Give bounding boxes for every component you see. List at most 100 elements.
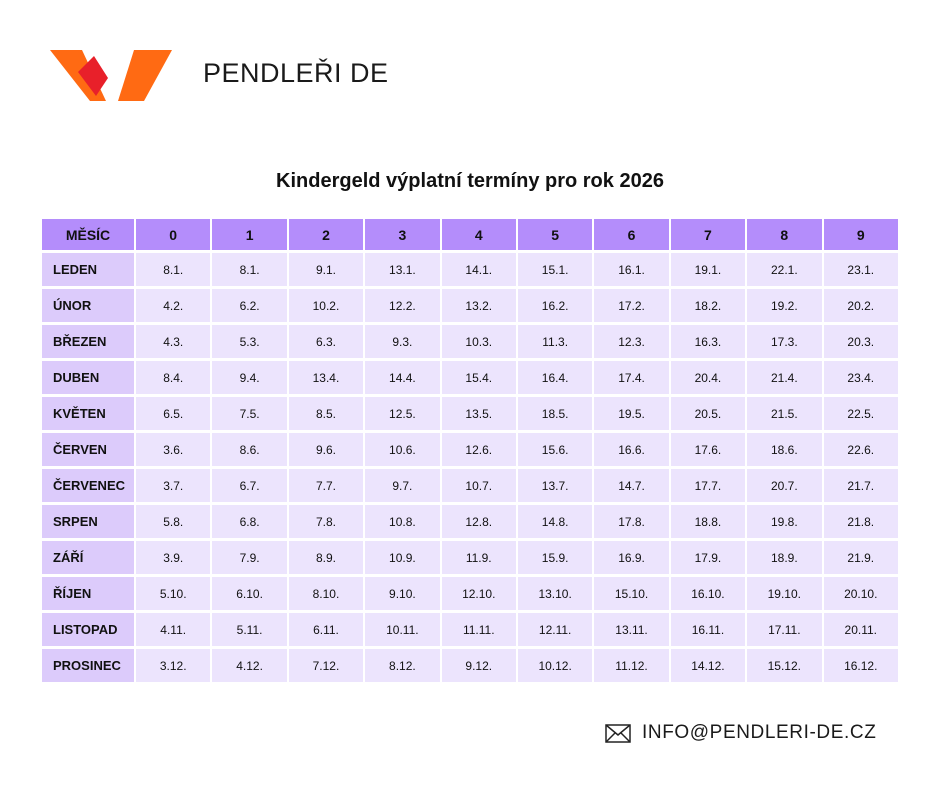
date-cell: 17.3. xyxy=(747,325,822,358)
header-cell: MĚSÍC xyxy=(42,219,134,250)
date-cell: 20.7. xyxy=(747,469,822,502)
month-cell: BŘEZEN xyxy=(42,325,134,358)
date-cell: 6.5. xyxy=(136,397,211,430)
date-cell: 4.12. xyxy=(212,649,287,682)
date-cell: 8.9. xyxy=(288,541,364,574)
header-cell: 6 xyxy=(594,219,669,250)
date-cell: 9.3. xyxy=(365,325,440,358)
date-cell: 9.4. xyxy=(212,361,287,394)
table-row: SRPEN 5.8. 6.8. 7.8. 10.8. 12.8. 14.8. 17.8. 18.… xyxy=(42,505,898,538)
date-cell: 8.1. xyxy=(212,253,287,286)
date-cell: 22.1. xyxy=(747,253,822,286)
date-cell: 7.5. xyxy=(212,397,287,430)
date-cell: 9.1. xyxy=(288,253,364,286)
table-row: KVĚTEN 6.5. 7.5. 8.5. 12.5. 13.5. 18.5. 19.5. 20… xyxy=(42,397,898,430)
date-cell: 15.4. xyxy=(441,361,516,394)
date-cell: 16.1. xyxy=(594,253,669,286)
date-cell: 5.11. xyxy=(212,613,287,646)
date-cell: 11.3. xyxy=(517,325,593,358)
date-cell: 19.5. xyxy=(594,397,669,430)
date-cell: 15.10. xyxy=(594,577,669,610)
date-cell: 12.3. xyxy=(594,325,669,358)
date-cell: 9.7. xyxy=(365,469,440,502)
date-cell: 3.9. xyxy=(136,541,211,574)
date-cell: 17.7. xyxy=(670,469,746,502)
table-row: ÚNOR 4.2. 6.2. 10.2. 12.2. 13.2. 16.2. 17.2. 18.… xyxy=(42,289,898,322)
date-cell: 12.6. xyxy=(441,433,516,466)
date-cell: 7.9. xyxy=(212,541,287,574)
month-cell: SRPEN xyxy=(42,505,134,538)
header-cell: 3 xyxy=(365,219,440,250)
date-cell: 17.2. xyxy=(594,289,669,322)
table-row: LEDEN 8.1. 8.1. 9.1. 13.1. 14.1. 15.1. 16.1. 19.… xyxy=(42,253,898,286)
table-row: PROSINEC 3.12. 4.12. 7.12. 8.12. 9.12. 10.12. 1… xyxy=(42,649,898,682)
date-cell: 15.12. xyxy=(747,649,822,682)
table-row: ZÁŘÍ 3.9. 7.9. 8.9. 10.9. 11.9. 15.9. 16.9. 17.9… xyxy=(42,541,898,574)
date-cell: 9.12. xyxy=(441,649,516,682)
date-cell: 10.12. xyxy=(517,649,593,682)
date-cell: 12.11. xyxy=(517,613,593,646)
month-cell: ČERVENEC xyxy=(42,469,134,502)
date-cell: 6.7. xyxy=(212,469,287,502)
date-cell: 10.3. xyxy=(441,325,516,358)
date-cell: 17.4. xyxy=(594,361,669,394)
date-cell: 17.6. xyxy=(670,433,746,466)
date-cell: 8.6. xyxy=(212,433,287,466)
date-cell: 4.2. xyxy=(136,289,211,322)
date-cell: 8.10. xyxy=(288,577,364,610)
date-cell: 10.6. xyxy=(365,433,440,466)
date-cell: 22.5. xyxy=(823,397,898,430)
date-cell: 23.4. xyxy=(823,361,898,394)
date-cell: 12.2. xyxy=(365,289,440,322)
mail-icon xyxy=(605,724,631,743)
date-cell: 18.8. xyxy=(670,505,746,538)
date-cell: 13.11. xyxy=(594,613,669,646)
table-row: ČERVENEC 3.7. 6.7. 7.7. 9.7. 10.7. 13.7. 14.7. 1… xyxy=(42,469,898,502)
date-cell: 12.5. xyxy=(365,397,440,430)
date-cell: 21.5. xyxy=(747,397,822,430)
date-cell: 16.12. xyxy=(823,649,898,682)
date-cell: 5.10. xyxy=(136,577,211,610)
date-cell: 21.8. xyxy=(823,505,898,538)
date-cell: 9.6. xyxy=(288,433,364,466)
date-cell: 17.8. xyxy=(594,505,669,538)
table-row: ČERVEN 3.6. 8.6. 9.6. 10.6. 12.6. 15.6. 16.6. 17… xyxy=(42,433,898,466)
date-cell: 21.4. xyxy=(747,361,822,394)
date-cell: 20.2. xyxy=(823,289,898,322)
date-cell: 16.3. xyxy=(670,325,746,358)
date-cell: 20.3. xyxy=(823,325,898,358)
date-cell: 14.4. xyxy=(365,361,440,394)
date-cell: 23.1. xyxy=(823,253,898,286)
header-cell: 8 xyxy=(747,219,822,250)
date-cell: 21.7. xyxy=(823,469,898,502)
date-cell: 3.12. xyxy=(136,649,211,682)
header-cell: 0 xyxy=(136,219,211,250)
date-cell: 12.10. xyxy=(441,577,516,610)
date-cell: 18.6. xyxy=(747,433,822,466)
schedule-table: MĚSÍC 0 1 2 3 4 5 6 7 8 9 LEDEN 8.1. 8.1. 9.1. 13.1. 14… xyxy=(40,216,900,685)
table-row: DUBEN 8.4. 9.4. 13.4. 14.4. 15.4. 16.4. 17.4. 20… xyxy=(42,361,898,394)
date-cell: 8.12. xyxy=(365,649,440,682)
date-cell: 7.12. xyxy=(288,649,364,682)
date-cell: 10.9. xyxy=(365,541,440,574)
date-cell: 10.7. xyxy=(441,469,516,502)
date-cell: 7.7. xyxy=(288,469,364,502)
date-cell: 13.2. xyxy=(441,289,516,322)
header-cell: 9 xyxy=(823,219,898,250)
date-cell: 19.8. xyxy=(747,505,822,538)
date-cell: 13.10. xyxy=(517,577,593,610)
date-cell: 3.6. xyxy=(136,433,211,466)
date-cell: 4.3. xyxy=(136,325,211,358)
date-cell: 6.11. xyxy=(288,613,364,646)
date-cell: 14.7. xyxy=(594,469,669,502)
date-cell: 6.10. xyxy=(212,577,287,610)
date-cell: 5.3. xyxy=(212,325,287,358)
date-cell: 12.8. xyxy=(441,505,516,538)
title: Kindergeld výplatní termíny pro rok 2026 xyxy=(276,170,664,192)
date-cell: 11.9. xyxy=(441,541,516,574)
date-cell: 8.1. xyxy=(136,253,211,286)
header-cell: 7 xyxy=(670,219,746,250)
date-cell: 20.11. xyxy=(823,613,898,646)
date-cell: 17.9. xyxy=(670,541,746,574)
